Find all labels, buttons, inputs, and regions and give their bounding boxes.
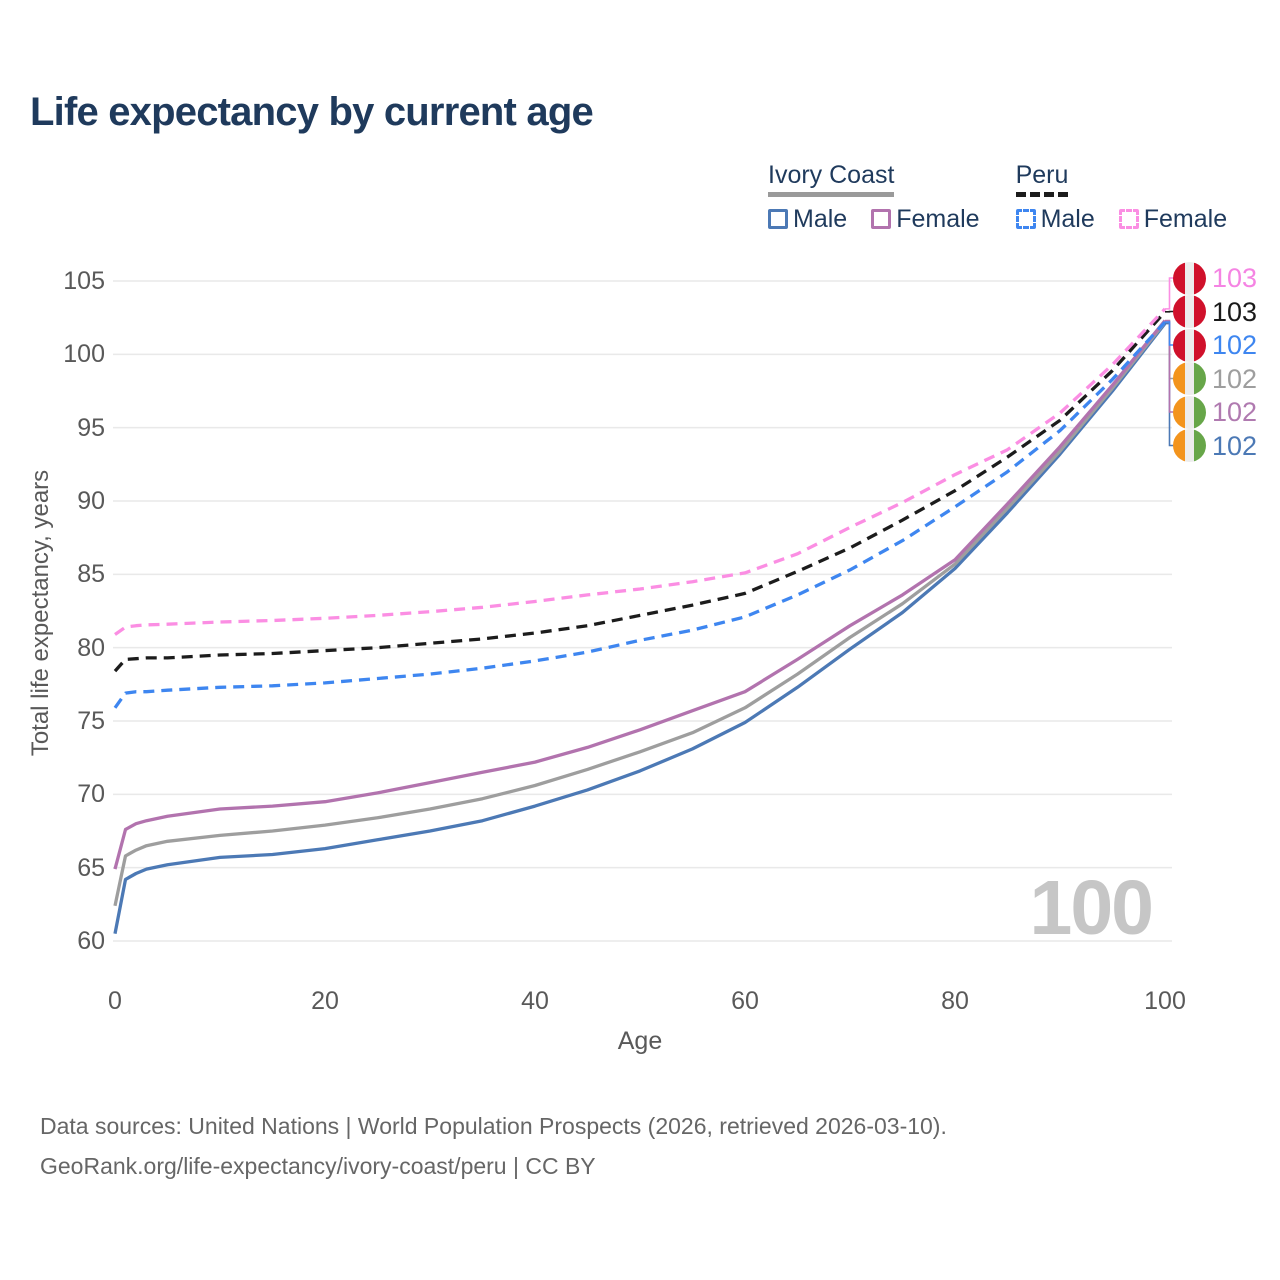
x-tick-label: 20: [311, 987, 339, 1015]
end-label-row: 103: [1173, 295, 1257, 329]
end-label-row: 102: [1173, 429, 1257, 463]
y-tick-label: 105: [63, 267, 105, 295]
y-tick-label: 85: [77, 560, 105, 589]
legend-group-peru: Peru Male Female: [1015, 161, 1228, 233]
y-tick-label: 95: [77, 413, 105, 442]
legend-item-ivory-coast-male[interactable]: Male: [768, 205, 847, 233]
end-label-row: 102: [1173, 362, 1257, 396]
end-value-label: 103: [1212, 296, 1258, 327]
ivory-coast-male-swatch-icon: [768, 209, 788, 229]
legend: Ivory Coast Male Female Peru Male: [768, 161, 1227, 233]
legend-group-ivory-coast: Ivory Coast Male Female: [768, 161, 980, 233]
end-label-row: 102: [1173, 395, 1257, 429]
legend-item-label: Male: [793, 205, 848, 233]
legend-item-label: Male: [1040, 205, 1095, 233]
data-sources-footer: Data sources: United Nations | World Pop…: [40, 1106, 947, 1186]
ivory-coast-flag-icon: [1173, 395, 1206, 429]
x-tick-label: 40: [521, 987, 549, 1015]
series-line-peru-both-sexes: [113, 310, 1167, 673]
y-tick-label: 80: [77, 633, 105, 662]
end-value-label: 102: [1212, 363, 1258, 394]
peru-flag-icon: [1173, 261, 1206, 295]
series-line-ivory-coast-both-sexes: [113, 321, 1167, 907]
legend-item-peru-female[interactable]: Female: [1118, 205, 1228, 233]
page-title: Life expectancy by current age: [30, 90, 594, 134]
label-connector: [1165, 321, 1174, 346]
legend-item-ivory-coast-female[interactable]: Female: [871, 205, 980, 233]
line-chart-svg: [113, 277, 1174, 942]
end-value-label: 102: [1212, 330, 1258, 360]
peru-male-swatch-icon: [1015, 209, 1036, 229]
end-label-row: 103: [1173, 261, 1257, 295]
legend-item-label: Female: [1143, 205, 1228, 233]
x-tick-label: 100: [1144, 987, 1186, 1015]
label-connector: [1165, 319, 1174, 413]
peru-flag-icon: [1173, 328, 1206, 362]
chart-plot-area[interactable]: Total life expectancy, years Age 100 103…: [0, 0, 1280, 1080]
hover-age-indicator: 100: [1029, 865, 1154, 951]
y-tick-label: 100: [63, 340, 105, 369]
x-axis-title: Age: [617, 1027, 663, 1055]
footer-line-1: Data sources: United Nations | World Pop…: [40, 1113, 947, 1139]
y-tick-label: 70: [77, 780, 105, 809]
end-label-row: 102: [1173, 328, 1257, 362]
label-connector: [1165, 277, 1174, 310]
ivory-coast-female-swatch-icon: [871, 209, 892, 229]
legend-item-peru-male[interactable]: Male: [1015, 205, 1095, 233]
ivory-coast-flag-icon: [1173, 429, 1206, 462]
x-tick-label: 80: [941, 987, 969, 1015]
peru-female-swatch-icon: [1118, 209, 1139, 229]
ivory-coast-flag-icon: [1173, 362, 1206, 395]
peru-flag-icon: [1173, 295, 1206, 328]
legend-item-label: Female: [896, 205, 980, 233]
end-value-label: 103: [1212, 263, 1258, 293]
x-tick-label: 60: [731, 987, 759, 1015]
y-tick-label: 90: [77, 487, 105, 515]
footer-line-2[interactable]: GeoRank.org/life-expectancy/ivory-coast/…: [40, 1153, 596, 1179]
series-line-peru-male: [113, 320, 1167, 709]
end-value-label: 102: [1212, 430, 1258, 461]
series-line-ivory-coast-male: [113, 322, 1167, 935]
legend-group-title-peru: Peru: [1015, 161, 1069, 197]
y-tick-label: 60: [77, 927, 105, 955]
end-value-label: 102: [1212, 397, 1258, 427]
y-tick-label: 75: [77, 707, 105, 735]
legend-group-title-ivory-coast: Ivory Coast: [768, 161, 895, 197]
y-tick-label: 65: [77, 853, 105, 882]
x-tick-label: 0: [108, 987, 122, 1015]
series-line-ivory-coast-female: [113, 319, 1167, 870]
